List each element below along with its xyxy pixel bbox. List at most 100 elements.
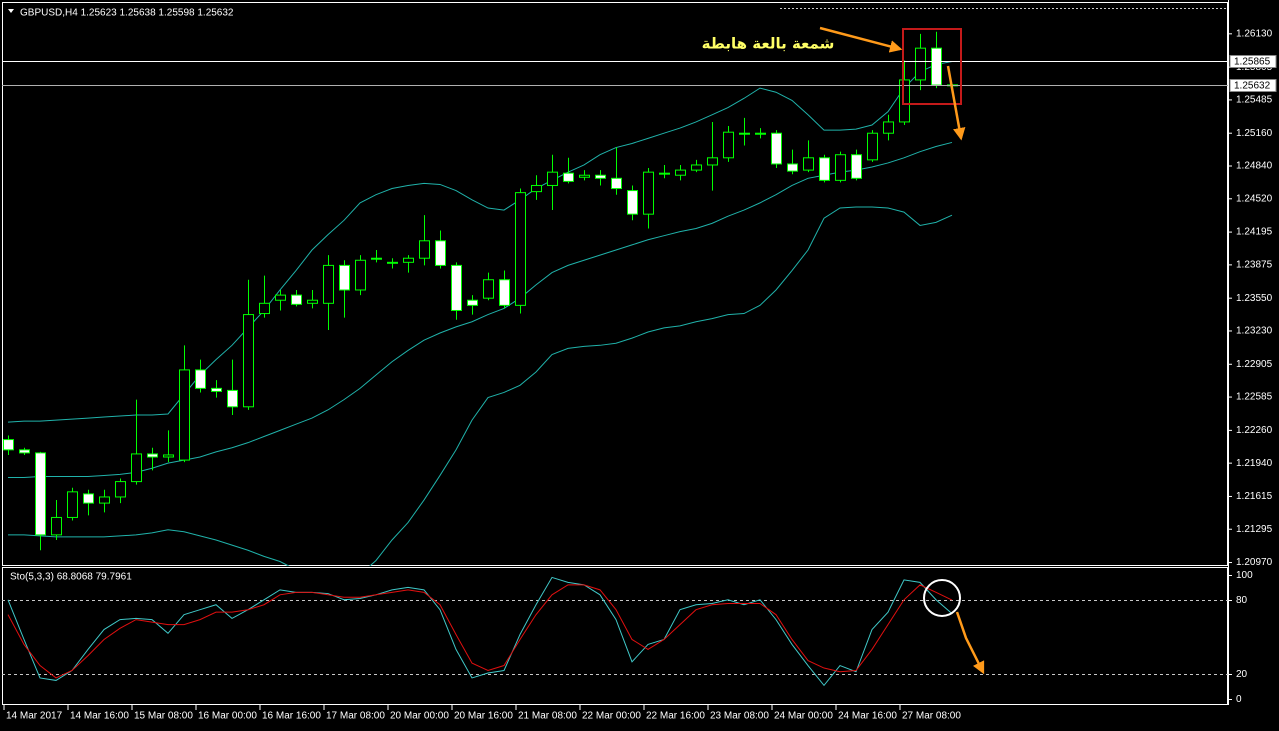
bollinger-upper <box>7 60 953 423</box>
candle-body <box>51 516 62 536</box>
candle-body <box>723 131 734 159</box>
candle-body <box>259 302 270 315</box>
price-label: 1.25632 <box>1234 81 1271 92</box>
candle-body <box>771 132 782 165</box>
y-tick-label: 0 <box>1236 694 1242 705</box>
y-tick-label: 1.20970 <box>1236 557 1273 568</box>
highlight-circle <box>923 579 961 617</box>
candle-body <box>707 157 718 166</box>
y-tick-label: 1.22905 <box>1236 359 1273 370</box>
candle-body <box>355 259 366 291</box>
y-tick-label: 1.24520 <box>1236 193 1273 204</box>
y-tick-label: 80 <box>1236 595 1248 606</box>
candle-body <box>931 47 942 86</box>
candle-body <box>883 121 894 134</box>
candle-body <box>659 172 670 175</box>
candle-body <box>195 369 206 389</box>
y-tick-label: 1.22585 <box>1236 392 1273 403</box>
candle-body <box>291 294 302 305</box>
candle-body <box>179 369 190 461</box>
candle-body <box>307 299 318 304</box>
candle-body <box>243 314 254 408</box>
candle-body <box>739 132 750 135</box>
candle-body <box>803 157 814 171</box>
candle-body <box>419 240 430 259</box>
candle-body <box>435 240 446 266</box>
candle-body <box>531 184 542 193</box>
y-tick-label: 1.25160 <box>1236 128 1273 139</box>
candle-body <box>515 192 526 306</box>
candle-body <box>99 496 110 504</box>
candle-body <box>595 174 606 179</box>
x-tick-label: 24 Mar 16:00 <box>838 711 897 722</box>
candle-body <box>899 79 910 123</box>
y-tick-label: 1.21295 <box>1236 524 1273 535</box>
arrow <box>819 26 903 53</box>
candle-body <box>819 157 830 181</box>
candle-body <box>275 294 286 301</box>
candle-body <box>163 454 174 458</box>
x-tick-label: 17 Mar 08:00 <box>326 711 385 722</box>
candle-body <box>67 491 78 518</box>
y-tick-label: 1.22260 <box>1236 425 1273 436</box>
x-tick-label: 21 Mar 08:00 <box>518 711 577 722</box>
candle-body <box>611 177 622 190</box>
candle-body <box>211 387 222 392</box>
annotation: شمعة بالعة هابطة <box>702 35 835 53</box>
candle-body <box>627 190 638 215</box>
chart-title: GBPUSD,H4 1.25623 1.25638 1.25598 1.2563… <box>20 8 234 19</box>
candle-body <box>499 279 510 306</box>
candle-body <box>387 261 398 264</box>
highlight-box <box>902 28 962 105</box>
candle-body <box>787 163 798 172</box>
candle-body <box>579 174 590 178</box>
candle-body <box>131 453 142 483</box>
x-tick-label: 14 Mar 16:00 <box>70 711 129 722</box>
bollinger-lower <box>8 206 953 566</box>
candle-body <box>851 154 862 179</box>
candle-body <box>115 481 126 498</box>
indicator-title: Sto(5,3,3) 68.8068 79.7961 <box>10 572 132 583</box>
candle-body <box>867 132 878 161</box>
x-tick-label: 16 Mar 16:00 <box>262 711 321 722</box>
candle-body <box>643 171 654 215</box>
y-tick-label: 20 <box>1236 669 1248 680</box>
menu-triangle <box>8 9 14 13</box>
candle-body <box>339 264 350 291</box>
candle-body <box>483 279 494 299</box>
candle-body <box>35 452 46 536</box>
price-label: 1.25865 <box>1234 57 1271 68</box>
candle-body <box>227 389 238 408</box>
candle-body <box>675 169 686 176</box>
candle-body <box>835 154 846 181</box>
main-plot <box>3 31 958 566</box>
candle-body <box>563 172 574 182</box>
x-tick-label: 20 Mar 00:00 <box>390 711 449 722</box>
price-label-box <box>1229 55 1277 68</box>
main-pane-frame <box>2 2 1228 566</box>
arrow <box>955 611 985 675</box>
y-tick-label: 1.23230 <box>1236 326 1273 337</box>
x-tick-label: 16 Mar 00:00 <box>198 711 257 722</box>
price-label-box <box>1229 79 1277 92</box>
y-tick-label: 100 <box>1236 570 1253 581</box>
candle-body <box>755 132 766 135</box>
stochastic-pane-frame <box>2 567 1228 705</box>
candle-body <box>547 171 558 186</box>
y-tick-label: 1.21940 <box>1236 458 1273 469</box>
y-tick-label: 1.24195 <box>1236 227 1273 238</box>
x-tick-label: 14 Mar 2017 <box>6 711 63 722</box>
candle-body <box>403 257 414 263</box>
x-tick-label: 27 Mar 08:00 <box>902 711 961 722</box>
candle-body <box>691 164 702 171</box>
candle-body <box>467 299 478 306</box>
candle-body <box>451 264 462 311</box>
x-tick-label: 15 Mar 08:00 <box>134 711 193 722</box>
x-tick-label: 24 Mar 00:00 <box>774 711 833 722</box>
arrow <box>946 65 966 141</box>
x-tick-label: 22 Mar 00:00 <box>582 711 641 722</box>
